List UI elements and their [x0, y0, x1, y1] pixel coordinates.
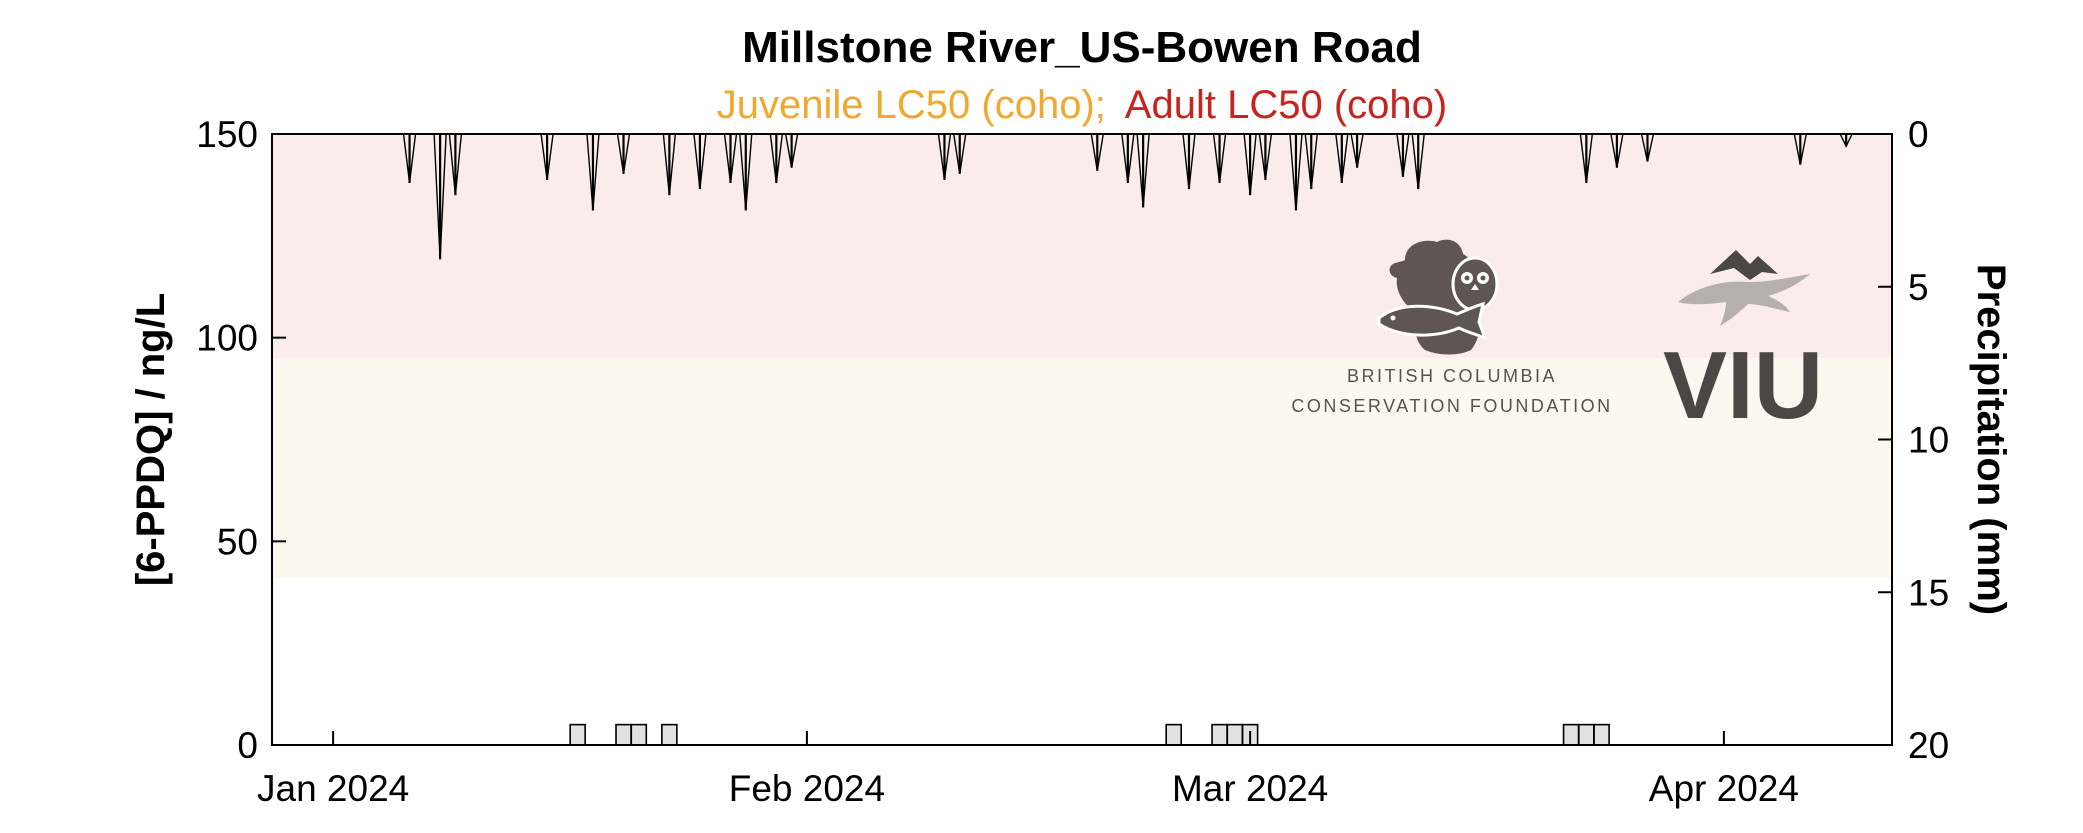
sample-bar: [1593, 723, 1610, 746]
precip-spike-shape: [937, 133, 952, 180]
sample-bar: [1211, 723, 1228, 746]
y2-axis-label: Precipitation (mm): [1969, 264, 2013, 615]
precip-spike-shape: [1182, 133, 1196, 190]
precip-spike-shape: [1610, 133, 1624, 168]
threshold-band-juvenile: [272, 358, 1892, 578]
precip-spike-shape: [1304, 133, 1318, 190]
x-tick-label: Mar 2024: [1172, 768, 1328, 809]
y-tick-label: 0: [237, 725, 258, 766]
y-tick-label: 50: [217, 521, 258, 562]
precipitation-series: [402, 133, 1853, 260]
precip-spike-shape: [1411, 133, 1425, 190]
y2-tick-label: 0: [1908, 114, 1929, 155]
y2-tick-label: 10: [1908, 420, 1949, 461]
sample-bar: [661, 723, 678, 746]
precip-spike-shape: [616, 133, 631, 174]
precip-spike-shape: [1640, 133, 1655, 162]
sample-bar: [1165, 723, 1182, 746]
precip-spike-shape: [953, 133, 967, 174]
precip-spike-shape: [723, 133, 738, 183]
y2-tick-label: 15: [1908, 572, 1949, 613]
y2-tick-label: 20: [1908, 725, 1949, 766]
bccf-line2: CONSERVATION FOUNDATION: [1291, 396, 1612, 416]
bccf-line1: BRITISH COLUMBIA: [1347, 366, 1557, 386]
chart-title: Millstone River_US-Bowen Road: [742, 23, 1422, 72]
chart-subtitle: Juvenile LC50 (coho); Adult LC50 (coho): [717, 83, 1447, 127]
precip-spike-shape: [1136, 133, 1150, 208]
precip-spike-shape: [540, 133, 554, 180]
precip-spike-shape: [739, 133, 753, 211]
axis-ticks: 0 50 100 150 0 5 10 15 20 Jan 2024 Feb 2024 Mar 202…: [196, 114, 1949, 809]
precip-spike-shape: [1793, 133, 1807, 165]
y-tick-label: 150: [196, 114, 258, 155]
precip-spike-shape: [769, 133, 784, 183]
precip-spike-shape: [448, 133, 463, 196]
x-tick-label: Jan 2024: [257, 768, 409, 809]
x-tick-label: Apr 2024: [1649, 768, 1799, 809]
precip-spike-shape: [1579, 133, 1594, 183]
precip-spike-shape: [586, 133, 600, 211]
precip-spike-shape: [693, 133, 707, 190]
precip-spike-shape: [1839, 133, 1853, 148]
subtitle-adult: Adult LC50 (coho): [1125, 83, 1447, 127]
mountain-leaf-icon: [1678, 250, 1810, 326]
bear-owl-salmon-icon: [1377, 239, 1499, 355]
y2-tick-label: 5: [1908, 267, 1929, 308]
precip-spike-shape: [784, 133, 799, 168]
precip-spike-shape: [662, 133, 677, 196]
precip-spike-shape: [1121, 133, 1135, 183]
precip-spike-shape: [1396, 133, 1410, 177]
sample-bar: [1562, 723, 1580, 746]
sample-bar: [569, 723, 586, 746]
viu-wordmark: VIU: [1663, 332, 1823, 439]
y-axis-label: [6-PPDQ] / ng/L: [129, 293, 173, 586]
precip-spike-shape: [1243, 133, 1257, 196]
sample-bar: [615, 723, 632, 746]
sample-bars: [569, 723, 1610, 746]
precip-spike-shape: [402, 133, 417, 183]
precip-spike-shape: [1335, 133, 1349, 183]
sample-bar: [1226, 723, 1244, 746]
sample-bar: [630, 723, 648, 746]
precip-spike-shape: [1090, 133, 1104, 171]
precip-spike-shape: [1289, 133, 1303, 211]
viu-logo: VIU: [1663, 250, 1823, 439]
precip-spike-shape: [433, 133, 447, 260]
subtitle-juvenile: Juvenile LC50 (coho);: [717, 83, 1106, 127]
precip-spike-shape: [1212, 133, 1227, 183]
sample-bar: [1578, 723, 1595, 746]
y-tick-label: 100: [196, 318, 258, 359]
precip-spike-shape: [1258, 133, 1273, 180]
precip-spike-shape: [1350, 133, 1364, 168]
bccf-logo: BRITISH COLUMBIA CONSERVATION FOUNDATION: [1291, 239, 1612, 416]
x-tick-label: Feb 2024: [729, 768, 885, 809]
threshold-band-adult: [272, 134, 1892, 359]
